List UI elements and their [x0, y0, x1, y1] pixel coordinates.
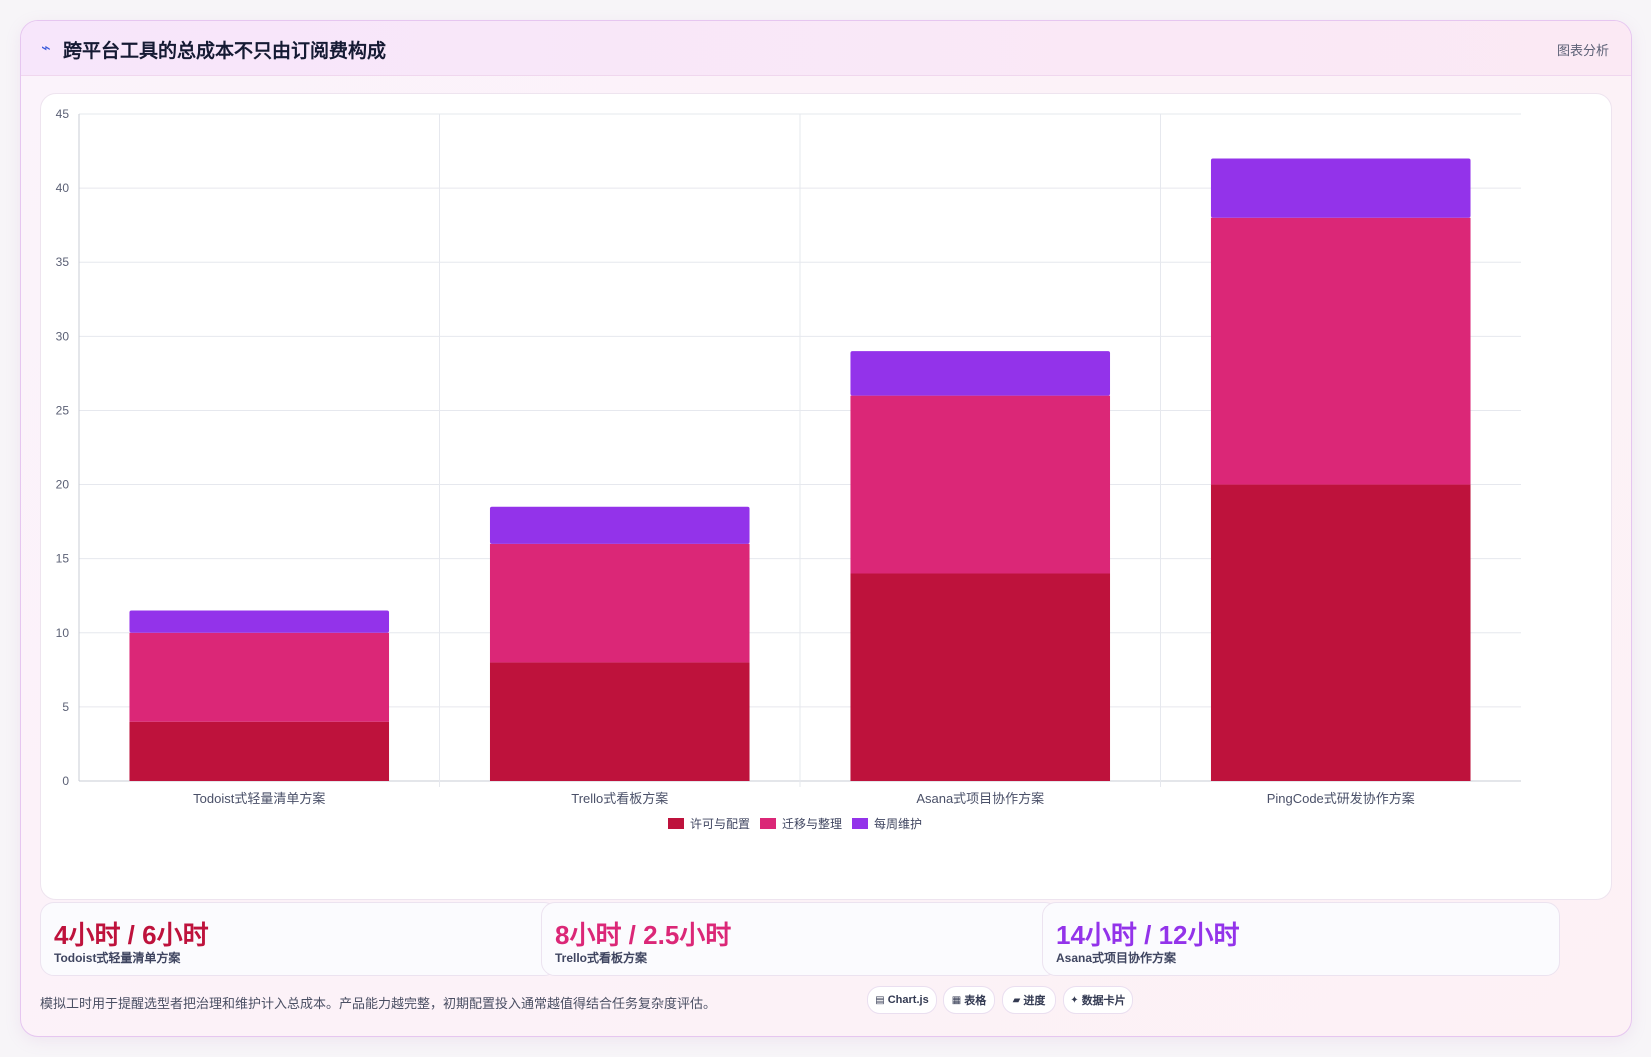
bar-segment	[1210, 484, 1471, 781]
x-tick-label: PingCode式研发协作方案	[1267, 791, 1415, 806]
bar-segment	[489, 662, 750, 781]
kpi-value: 8小时 / 2.5小时	[555, 920, 732, 950]
chip-label: Chart.js	[887, 994, 929, 1006]
legend-label: 许可与配置	[690, 817, 750, 831]
bar-segment	[489, 543, 750, 663]
legend-label: 每周维护	[874, 816, 922, 831]
y-tick-label: 45	[56, 107, 70, 121]
bar-segment	[850, 573, 1111, 781]
bar-segment	[1210, 217, 1471, 485]
chart-analysis-tag: 图表分析	[1556, 43, 1609, 58]
chart-icon: ▤	[875, 994, 885, 1006]
footnote: 模拟工时用于提醒选型者把治理和维护计入总成本。产品能力越完整，初期配置投入通常越…	[40, 996, 717, 1011]
kpi-label: Todoist式轻量清单方案	[54, 951, 181, 965]
kpi-card-trello: 8小时 / 2.5小时 Trello式看板方案	[541, 902, 1059, 976]
bar-segment	[489, 506, 750, 544]
legend-swatch	[852, 818, 868, 829]
y-tick-label: 10	[56, 626, 70, 640]
y-tick-label: 0	[62, 774, 69, 788]
x-tick-label: Asana式项目协作方案	[916, 791, 1044, 806]
page-title: 跨平台工具的总成本不只由订阅费构成	[63, 41, 387, 62]
chip-label: 表格	[964, 995, 987, 1007]
y-tick-label: 5	[62, 700, 69, 714]
y-tick-label: 30	[56, 329, 70, 343]
bar-segment	[129, 632, 390, 722]
chart-card: 0 5 10 15 20 25 30 35 40 45 Todoist式轻量清单方案 Trello式看…	[40, 93, 1612, 900]
kpi-label: Asana式项目协作方案	[1056, 951, 1177, 965]
legend-swatch	[760, 818, 776, 829]
bar-segment	[850, 351, 1111, 396]
panel-header: ⌁ 跨平台工具的总成本不只由订阅费构成 图表分析	[21, 21, 1631, 76]
x-tick-label: Trello式看板方案	[571, 791, 668, 806]
y-tick-label: 20	[56, 478, 70, 492]
kpi-card-todoist: 4小时 / 6小时 Todoist式轻量清单方案	[40, 902, 558, 976]
chip-label: 进度	[1023, 995, 1046, 1007]
progress-icon: ▰	[1012, 994, 1021, 1006]
y-tick-label: 35	[56, 255, 70, 269]
table-icon: ▦	[951, 994, 962, 1006]
y-tick-label: 15	[56, 552, 70, 566]
chip-progress[interactable]: ▰ 进度	[1002, 986, 1056, 1014]
bar-segment	[850, 395, 1111, 574]
legend-label: 迁移与整理	[782, 816, 842, 831]
y-tick-label: 40	[56, 181, 70, 195]
bar-segment	[129, 610, 390, 633]
legend-swatch	[668, 818, 684, 829]
y-tick-label: 25	[56, 403, 70, 417]
chip-label: 数据卡片	[1081, 995, 1126, 1007]
chip-chartjs[interactable]: ▤ Chart.js	[867, 986, 937, 1014]
kpi-label: Trello式看板方案	[555, 951, 648, 965]
bar-segment	[129, 721, 390, 781]
kpi-value: 14小时 / 12小时	[1056, 920, 1240, 950]
chip-data-card[interactable]: ✦ 数据卡片	[1063, 986, 1133, 1014]
bar-segment	[1210, 158, 1471, 218]
stacked-bar-chart: 0 5 10 15 20 25 30 35 40 45 Todoist式轻量清单方案 Trello式看…	[56, 107, 1521, 831]
kpi-value: 4小时 / 6小时	[54, 920, 209, 950]
sparkle-icon: ✦	[1070, 994, 1079, 1006]
chip-table[interactable]: ▦ 表格	[943, 986, 995, 1014]
chart-panel: ⌁ 跨平台工具的总成本不只由订阅费构成 图表分析 0 5 10 15 20 25 30 35 4…	[20, 20, 1632, 1037]
kpi-card-asana: 14小时 / 12小时 Asana式项目协作方案	[1042, 902, 1560, 976]
x-tick-label: Todoist式轻量清单方案	[193, 791, 325, 806]
trend-icon: ⌁	[41, 40, 51, 57]
